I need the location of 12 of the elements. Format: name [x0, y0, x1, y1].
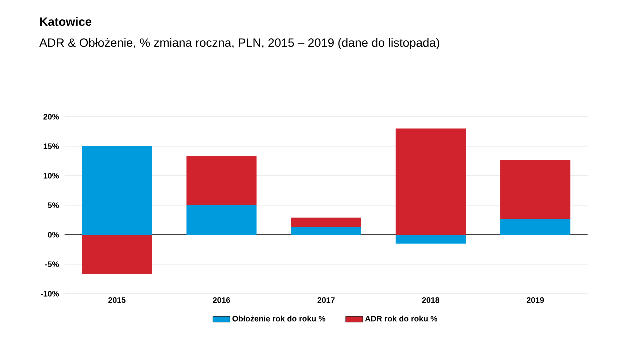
bar	[500, 160, 571, 220]
chart-title: Katowice	[40, 17, 92, 26]
bar	[396, 234, 466, 244]
bar	[291, 218, 362, 228]
chart-subtitle: ADR & Obłożenie, % zmiana roczna, PLN, 2015 – 2019 (dane do listopada)	[40, 38, 440, 50]
bar	[500, 219, 571, 235]
bar	[186, 156, 257, 206]
bar	[82, 146, 152, 235]
bar	[82, 234, 152, 275]
bar	[396, 128, 466, 235]
bar	[291, 227, 362, 235]
bar	[186, 205, 257, 235]
